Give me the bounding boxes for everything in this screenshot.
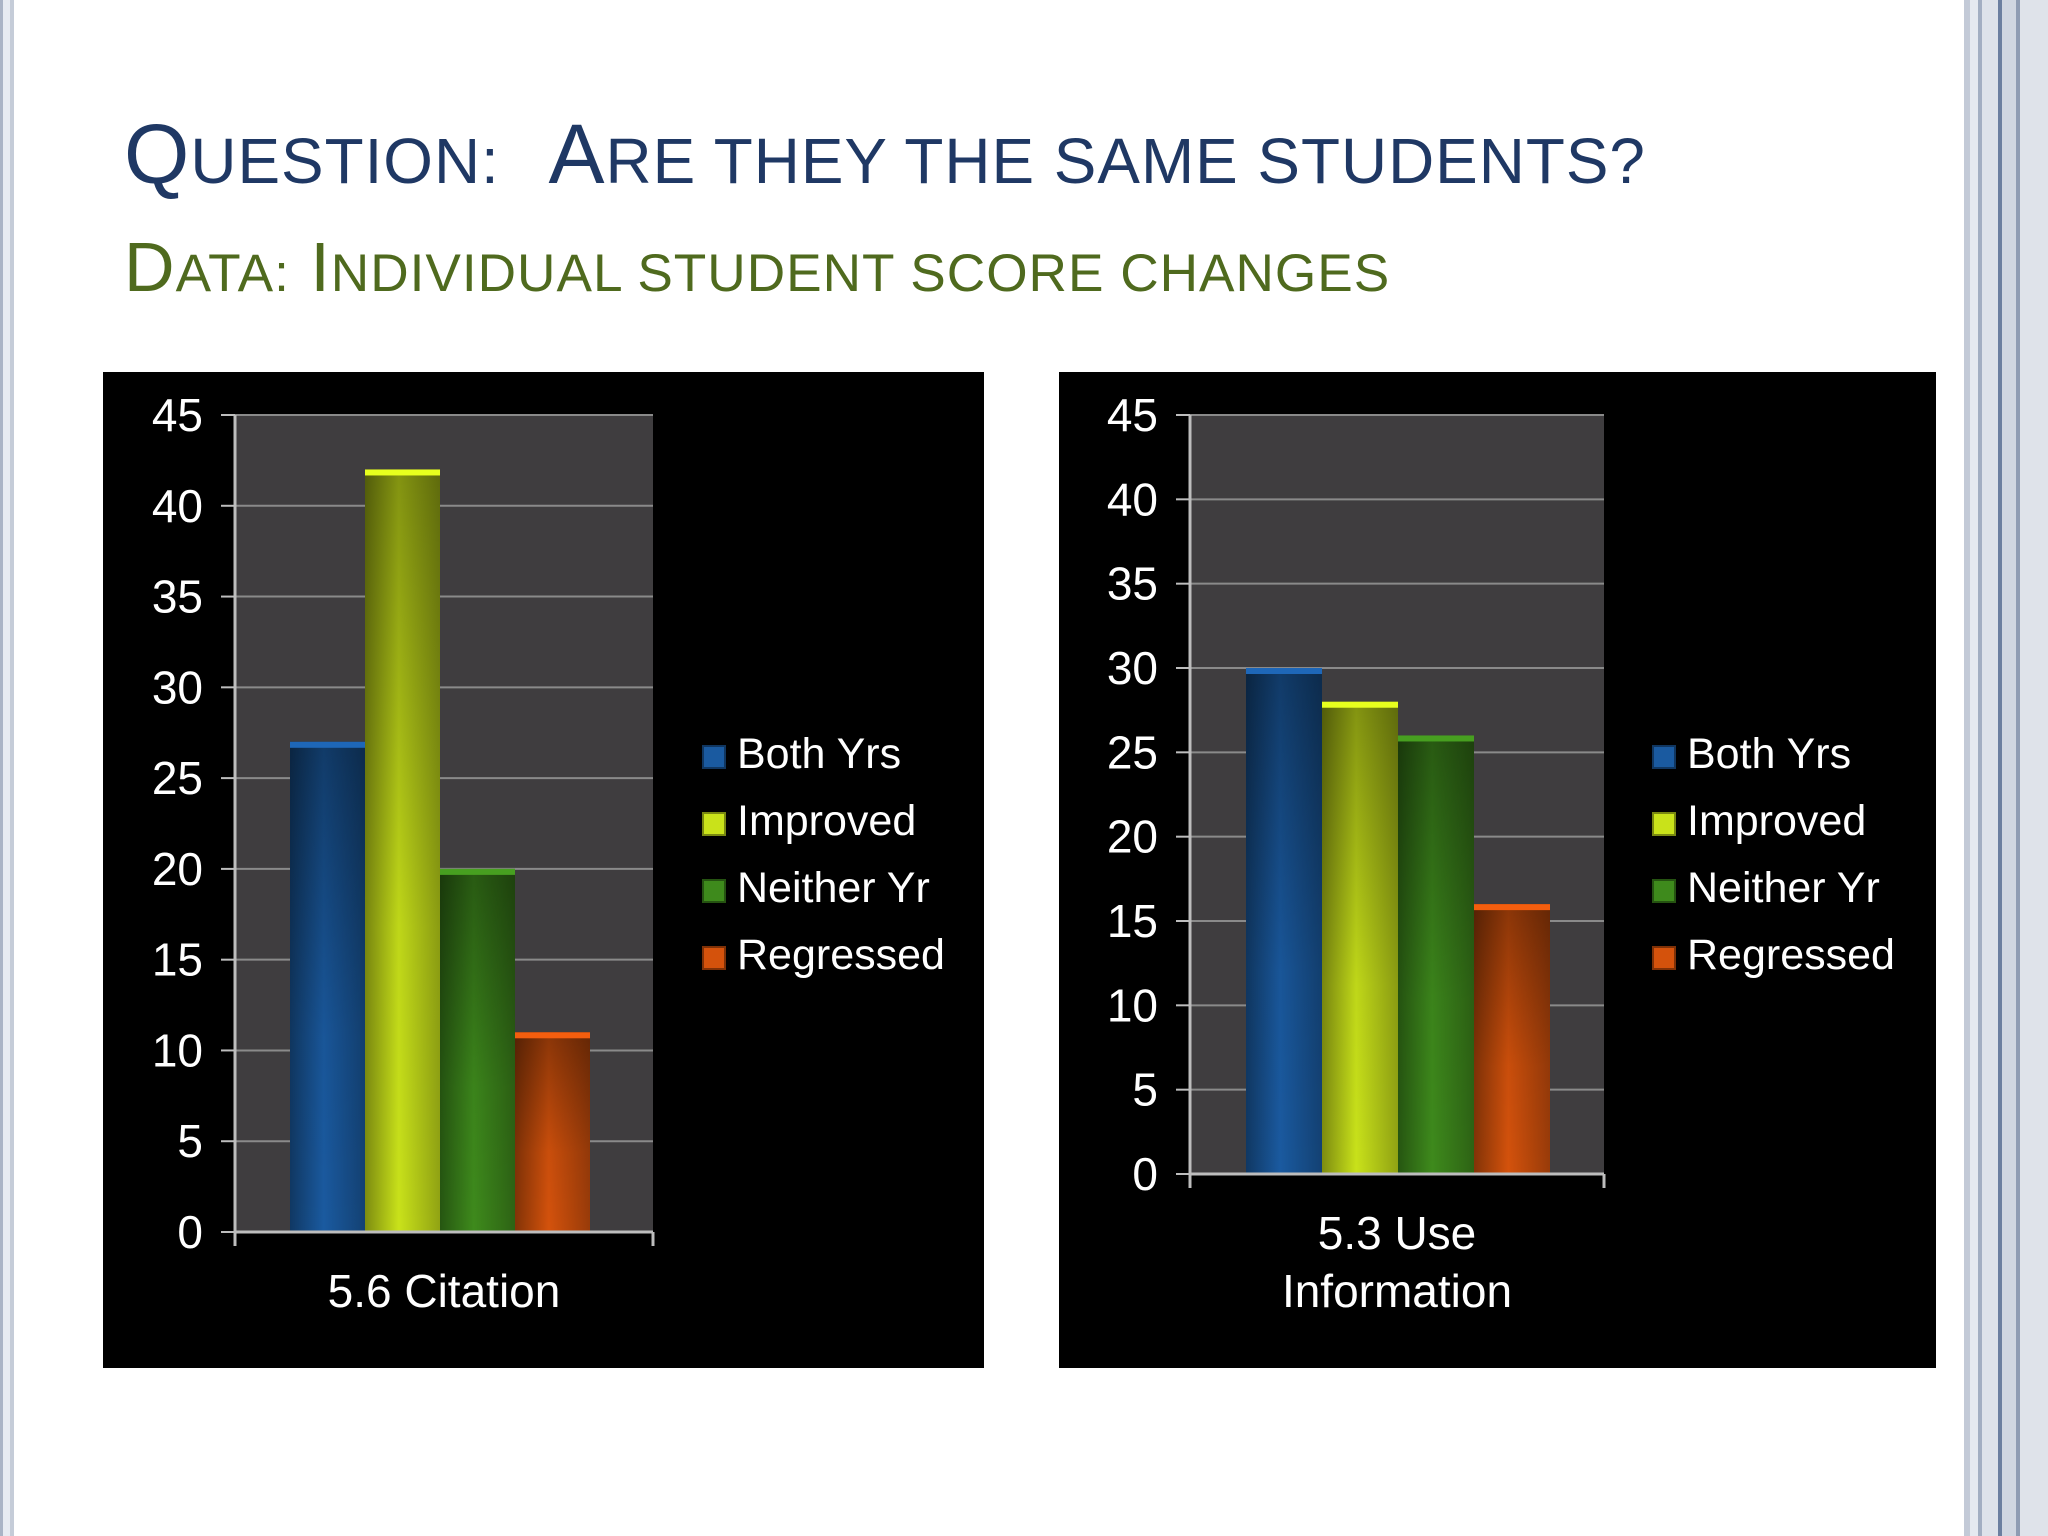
title-part2-cap: A: [548, 107, 606, 201]
legend-swatch-regressed: [702, 946, 726, 970]
bar-shade-regressed: [1474, 904, 1550, 1174]
y-tick-label: 5: [177, 1115, 203, 1167]
subtitle-part1-smallcaps: ata:: [175, 244, 290, 303]
legend-swatch-neither-yr: [1652, 879, 1676, 903]
legend-swatch-both-yrs: [1652, 745, 1676, 769]
y-tick-label: 25: [1107, 726, 1158, 778]
y-tick-label: 45: [152, 389, 203, 441]
title-part1-smallcaps: uestion:: [190, 125, 500, 197]
bar-top-improved: [365, 469, 440, 476]
y-tick-label: 15: [1107, 895, 1158, 947]
subtitle-part1-cap: D: [124, 228, 176, 306]
bar-top-regressed: [1474, 904, 1550, 911]
chart-panel-citation: 0 5 10 15 20 25 30 35 40 45 5.6 Citation Both Yrs Im…: [103, 372, 984, 1368]
title-part1-cap: Q: [124, 107, 191, 201]
y-tick-label: 35: [152, 571, 203, 623]
slide-title: Question: Are they the same students?: [124, 112, 1646, 196]
legend-label-both-yrs: Both Yrs: [737, 730, 901, 778]
legend-label-improved: Improved: [1687, 797, 1866, 845]
y-tick-label: 45: [1107, 389, 1158, 441]
y-tick-label: 0: [177, 1206, 203, 1258]
y-tick-label: 40: [152, 480, 203, 532]
bar-chart-5-3-use-information: 0 5 10 15 20 25 30 35 40 45 5.3 Use Information Both…: [1107, 389, 1895, 1317]
bar-shade-neither-yr: [440, 868, 515, 1232]
legend-swatch-improved: [702, 812, 726, 836]
subtitle-part2-smallcaps: ndividual student score changes: [330, 244, 1391, 303]
y-tick-label: 30: [1107, 642, 1158, 694]
bar-chart-5-6-citation: 0 5 10 15 20 25 30 35 40 45 5.6 Citation Both Yrs Im…: [152, 389, 945, 1317]
legend-swatch-improved: [1652, 812, 1676, 836]
legend-swatch-both-yrs: [702, 745, 726, 769]
bar-top-neither-yr: [1398, 735, 1474, 742]
legend-label-neither-yr: Neither Yr: [737, 864, 930, 912]
y-tick-label: 5: [1132, 1064, 1158, 1116]
bar-top-both-yrs: [1246, 668, 1322, 674]
bar-shade-regressed: [515, 1032, 590, 1232]
bar-shade-both-yrs: [290, 741, 365, 1232]
y-tick-label: 10: [1107, 979, 1158, 1031]
y-tick-label: 20: [152, 843, 203, 895]
y-tick-label: 40: [1107, 473, 1158, 525]
x-category-label: 5.3 Use Information: [1282, 1207, 1512, 1317]
legend-label-neither-yr: Neither Yr: [1687, 864, 1880, 912]
y-tick-label: 10: [152, 1024, 203, 1076]
subtitle-part2-cap: I: [310, 228, 331, 306]
y-tick-label: 0: [1132, 1148, 1158, 1200]
y-tick-label: 30: [152, 661, 203, 713]
bar-shade-improved: [1322, 701, 1398, 1174]
slide-left-border: [0, 0, 14, 1536]
x-category-label: 5.6 Citation: [328, 1265, 561, 1317]
y-tick-label: 35: [1107, 558, 1158, 610]
bar-top-both-yrs: [290, 741, 365, 748]
legend-label-regressed: Regressed: [737, 931, 945, 979]
bar-top-neither-yr: [440, 868, 515, 875]
slide-right-border: [1960, 0, 2048, 1536]
legend-label-both-yrs: Both Yrs: [1687, 730, 1851, 778]
chart-panel-use-information: 0 5 10 15 20 25 30 35 40 45 5.3 Use Information Both…: [1059, 372, 1936, 1368]
bar-shade-both-yrs: [1246, 668, 1322, 1174]
y-tick-label: 25: [152, 752, 203, 804]
title-part2-smallcaps: re they the same students?: [605, 125, 1646, 197]
legend-swatch-regressed: [1652, 946, 1676, 970]
legend-swatch-neither-yr: [702, 879, 726, 903]
bar-shade-improved: [365, 469, 440, 1232]
bar-shade-neither-yr: [1398, 735, 1474, 1174]
legend-label-regressed: Regressed: [1687, 931, 1895, 979]
y-tick-label: 15: [152, 934, 203, 986]
bar-top-regressed: [515, 1032, 590, 1039]
slide-subtitle: Data: Individual student score changes: [124, 232, 1390, 302]
bar-top-improved: [1322, 701, 1398, 708]
y-tick-label: 20: [1107, 811, 1158, 863]
legend-label-improved: Improved: [737, 797, 916, 845]
